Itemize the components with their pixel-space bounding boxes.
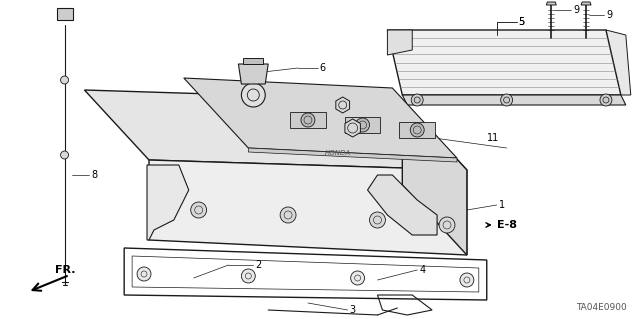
Circle shape (191, 202, 207, 218)
Polygon shape (367, 175, 437, 235)
Circle shape (356, 118, 369, 132)
Text: 9: 9 (606, 10, 612, 20)
Text: 2: 2 (255, 260, 262, 270)
Polygon shape (345, 119, 360, 137)
Polygon shape (248, 148, 457, 162)
Polygon shape (403, 100, 467, 255)
Polygon shape (290, 112, 326, 128)
Text: HONDA: HONDA (324, 150, 351, 156)
Text: 1: 1 (499, 200, 505, 210)
Circle shape (61, 151, 68, 159)
Text: 5: 5 (518, 17, 525, 27)
Circle shape (301, 113, 315, 127)
Circle shape (369, 212, 385, 228)
Text: 4: 4 (419, 265, 426, 275)
Polygon shape (149, 160, 467, 255)
Text: 7: 7 (315, 89, 321, 99)
Text: 10: 10 (380, 100, 392, 110)
Polygon shape (184, 78, 457, 158)
Polygon shape (547, 2, 556, 5)
Circle shape (61, 76, 68, 84)
Circle shape (439, 217, 455, 233)
Text: 11: 11 (487, 133, 499, 143)
Circle shape (241, 83, 265, 107)
Text: 6: 6 (320, 63, 326, 73)
Polygon shape (147, 165, 189, 240)
Polygon shape (243, 58, 263, 64)
Polygon shape (84, 90, 467, 170)
Polygon shape (345, 117, 380, 133)
Polygon shape (581, 2, 591, 5)
Polygon shape (387, 30, 621, 95)
Text: E-8: E-8 (497, 220, 516, 230)
Circle shape (241, 269, 255, 283)
Polygon shape (399, 122, 435, 138)
Polygon shape (606, 30, 631, 95)
Text: 5: 5 (518, 17, 525, 27)
Text: 8: 8 (92, 170, 97, 180)
Circle shape (412, 94, 423, 106)
Text: TA04E0900: TA04E0900 (576, 303, 627, 313)
Polygon shape (387, 30, 412, 55)
Text: 9: 9 (573, 5, 579, 15)
Circle shape (500, 94, 513, 106)
Circle shape (460, 273, 474, 287)
Polygon shape (56, 8, 72, 20)
Circle shape (600, 94, 612, 106)
Text: 3: 3 (349, 305, 356, 315)
Polygon shape (336, 97, 349, 113)
Text: FR.: FR. (54, 265, 75, 275)
Polygon shape (239, 64, 268, 84)
Circle shape (280, 207, 296, 223)
Circle shape (351, 271, 365, 285)
Circle shape (137, 267, 151, 281)
Polygon shape (403, 95, 626, 105)
Circle shape (410, 123, 424, 137)
